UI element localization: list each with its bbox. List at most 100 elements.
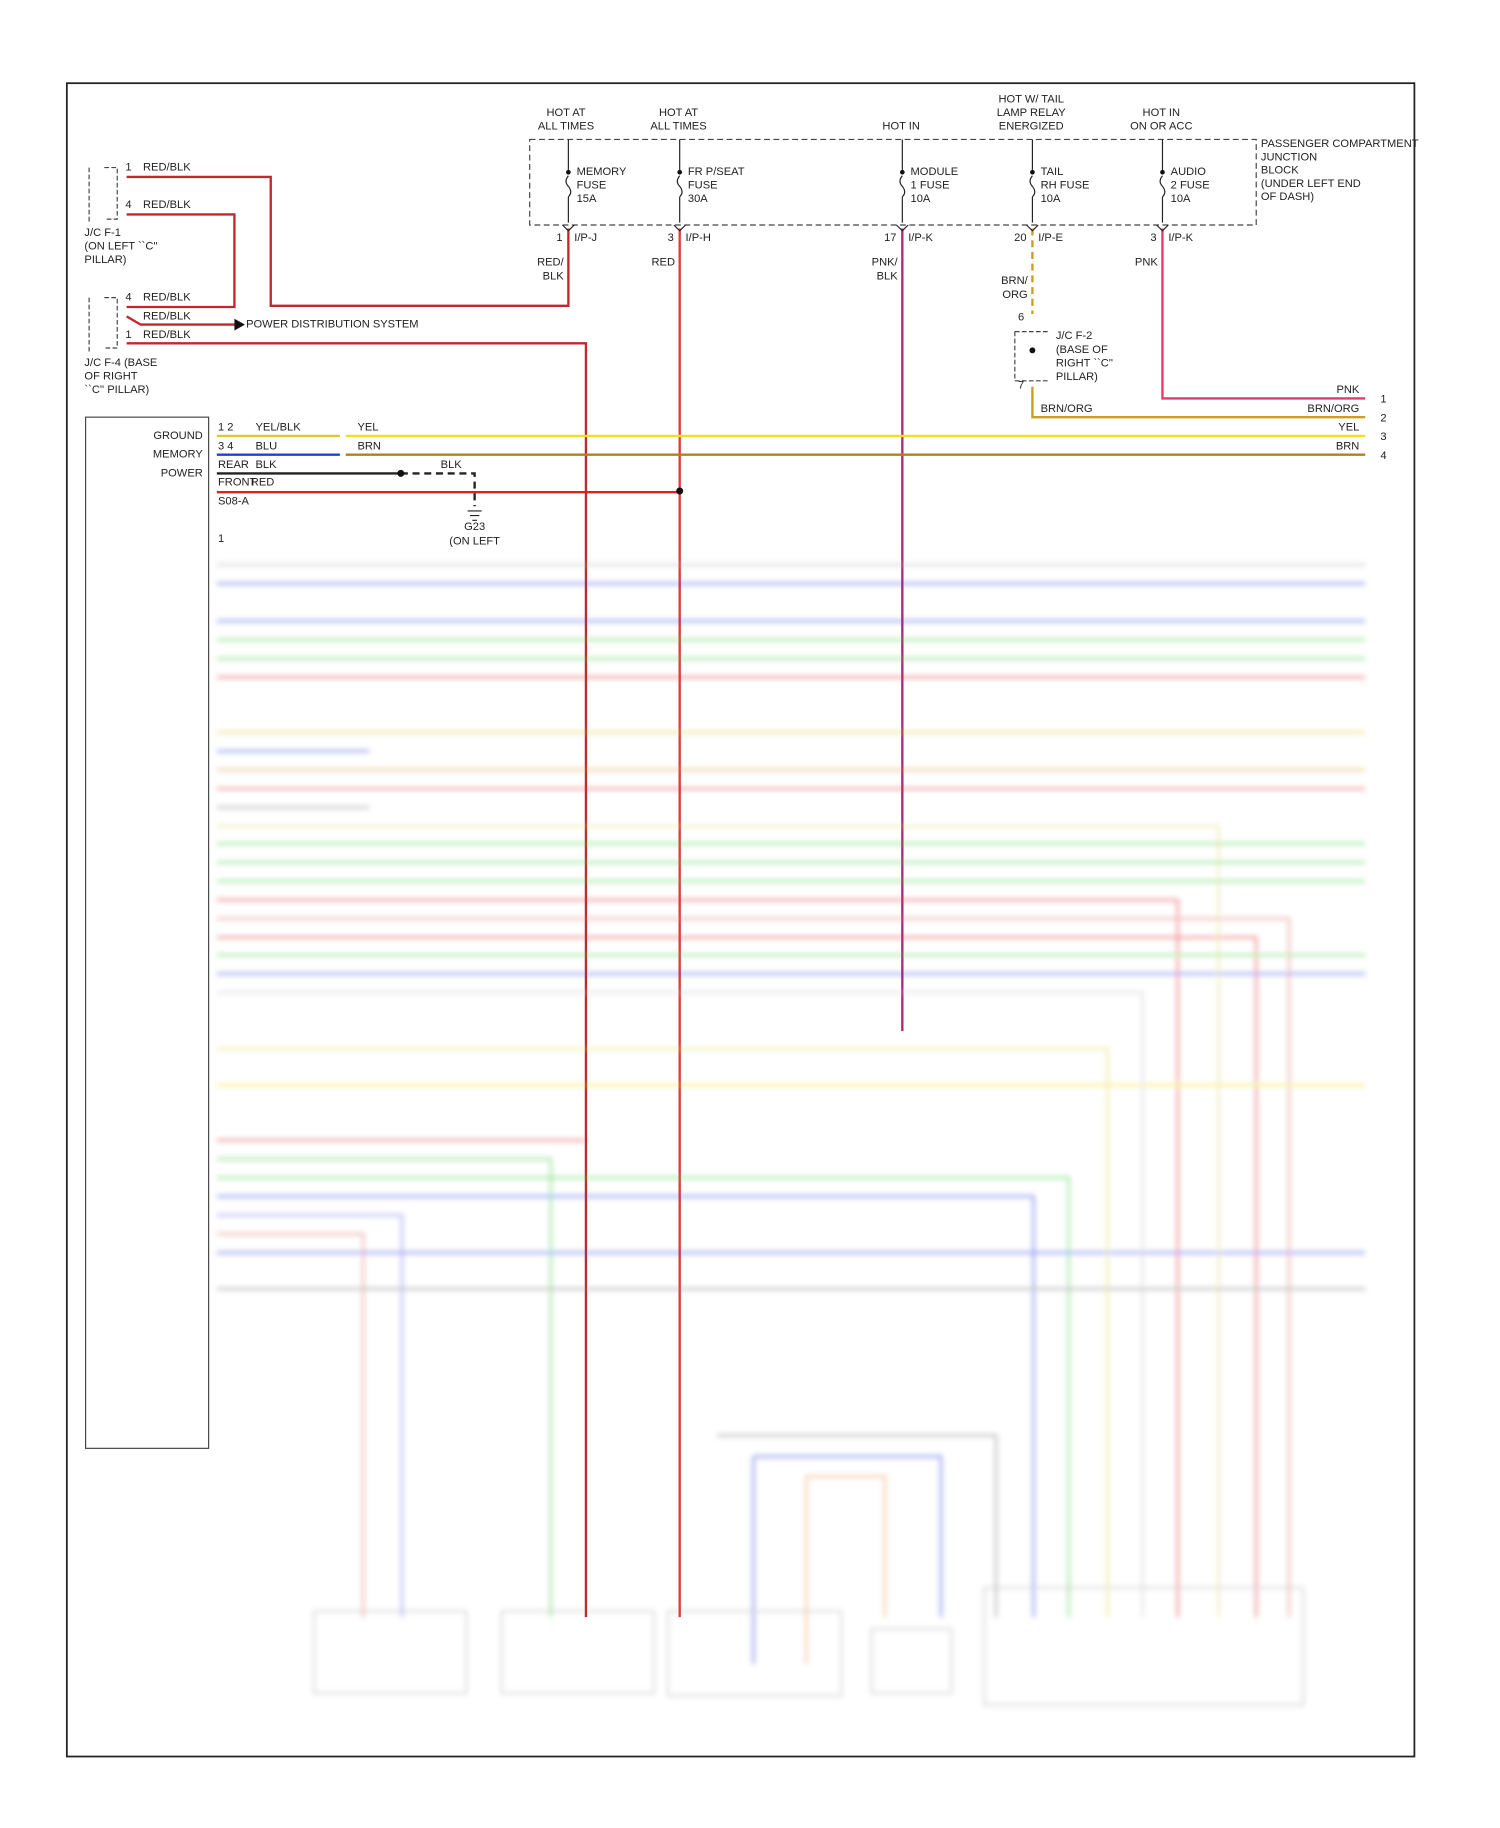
terminal-label: GROUND [153,430,202,442]
pin-number: 6 [1018,311,1024,323]
wire-color: RED/BLK [143,162,191,174]
fuse-label: 10A [911,193,931,205]
ground-label: G23 [464,521,485,533]
fuse-label: FUSE [577,180,607,192]
junction-block-label: (UNDER LEFT END [1261,178,1361,190]
junction-block-label: PASSENGER COMPARTMENT [1261,138,1419,150]
wire-color: RED [251,477,275,489]
splice [1029,347,1036,354]
wire [1161,228,1366,400]
junction-block-label: BLOCK [1261,165,1299,177]
connector-caption: J/C F-1 [84,227,120,239]
fuse-label: TAIL [1041,166,1064,178]
fuse-terminal [1030,169,1035,175]
fuse-symbol [673,139,686,232]
connector-label: I/P-K [908,232,933,244]
wire-color: YEL/BLK [256,422,302,434]
pin-number: 1 2 [218,422,233,434]
wire-color: FRONT [218,477,257,489]
wire-color: RED/ [537,256,564,268]
supply-header: ALL TIMES [650,120,706,132]
splice [397,469,405,477]
fuse-label: AUDIO [1171,166,1207,178]
wire-color: RED/BLK [143,199,191,211]
fuse-terminal [677,169,683,175]
supply-header: ALL TIMES [538,120,594,132]
wire-color: BLK [256,459,278,471]
junction-block-label: OF DASH) [1261,191,1314,203]
connector-caption: J/C F-4 (BASE [84,357,157,369]
pin-number: 2 [1380,412,1386,424]
connector-caption: (BASE OF [1056,344,1108,356]
wire [126,315,235,326]
wire [126,175,570,308]
connector-label: I/P-J [574,232,597,244]
wire [1031,386,1366,419]
supply-header: HOT AT [659,107,698,119]
ground-symbol [467,510,482,521]
supply-header: HOT W/ TAIL [998,94,1064,106]
fuse-label: 10A [1041,193,1061,205]
connector [88,166,118,352]
wire-color: BRN [1336,440,1360,452]
wire [126,342,588,1618]
blurred-lower-section [216,563,1366,1706]
connector-caption: RIGHT ``C'' [1056,357,1113,369]
wire-color: BRN/ [1001,275,1028,287]
fuse-label: MEMORY [577,166,627,178]
ground-label: (ON LEFT [449,535,500,547]
wire-color: S08-A [218,495,249,507]
wire-color: BRN [357,440,381,452]
pin-number: 1 [125,162,131,174]
terminal-label: POWER [161,467,203,479]
pin-number: 4 [1380,450,1386,462]
pin-number: 7 [1018,379,1024,391]
pin-number: 4 [125,292,131,304]
fuse-label: FUSE [688,180,718,192]
connector-caption: ``C'' PILLAR) [84,384,149,396]
supply-header: HOT IN [1143,107,1181,119]
connector-label: I/P-H [686,232,711,244]
wire-color: PNK [1336,384,1359,396]
connector-caption: PILLAR) [84,254,126,266]
fuse-label: FR P/SEAT [688,166,745,178]
connector [1014,331,1050,382]
wire-color: BLK [877,270,899,282]
pin-number: 1 [125,329,131,341]
fuse-symbol [562,139,575,232]
junction-block-label: JUNCTION [1261,151,1317,163]
fuse-label: 2 FUSE [1171,180,1210,192]
fuse-label: RH FUSE [1041,180,1090,192]
wire-color: BLU [256,440,278,452]
wire-color: YEL [1338,422,1359,434]
wires [88,166,1366,1618]
pin-number: 3 [1380,431,1386,443]
wire-color: RED/BLK [143,329,191,341]
connector-caption: OF RIGHT [84,371,137,383]
wire-color: BLK [543,270,565,282]
frame [65,82,1416,1758]
fuse-label: 1 FUSE [911,180,950,192]
wire-color: PNK/ [872,256,899,268]
supply-header: HOT IN [882,120,920,132]
arrow [234,318,245,331]
destination-label: POWER DISTRIBUTION SYSTEM [246,319,418,331]
supply-header: ENERGIZED [999,120,1064,132]
fuse-terminal [566,169,571,175]
pin-number: 3 [668,232,674,244]
pin-number: 3 [1150,232,1156,244]
pin-number: 20 [1014,232,1026,244]
wire [126,213,236,309]
wire [400,472,476,507]
fuse-symbol [896,139,909,232]
wire-color: RED/BLK [143,310,191,322]
fuse-label: 10A [1171,193,1191,205]
wire-color: RED [652,256,676,268]
fuse-label: MODULE [911,166,959,178]
fuse-terminal [899,169,905,175]
pin-number: 1 [556,232,562,244]
pin-number: 4 [125,199,131,211]
fuse-label: 15A [577,193,597,205]
